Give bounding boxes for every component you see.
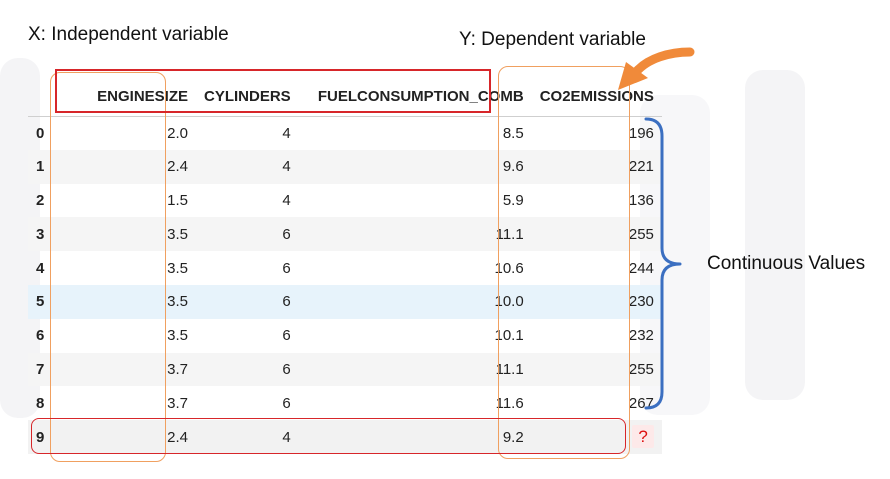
fuelconsumption-cell: 11.6 — [495, 394, 524, 412]
independent-variables-header-box — [55, 69, 491, 113]
table-row: 1 2.4 4 9.6 221 — [28, 149, 662, 184]
fuelconsumption-cell: 8.5 — [502, 124, 524, 142]
enginesize-cell: 3.7 — [56, 352, 196, 387]
row-index: 5 — [28, 284, 56, 319]
column-header-cylinders: CYLINDERS — [196, 78, 299, 117]
cylinders-cell: 6 — [196, 284, 299, 319]
enginesize-cell: 3.7 — [167, 394, 188, 412]
background-shape-right — [745, 70, 805, 400]
engine-size-column-box — [50, 72, 166, 462]
cylinders-cell: 4 — [282, 124, 291, 142]
enginesize-cell: 2.0 — [167, 124, 188, 142]
co2emissions-cell: 255 — [531, 217, 662, 252]
row-index: 0 — [36, 124, 45, 142]
row-index: 6 — [36, 327, 45, 345]
enginesize-cell: 2.4 — [56, 420, 196, 454]
cylinders-cell: 4 — [196, 149, 299, 184]
fuelconsumption-cell: 9.2 — [298, 420, 532, 454]
enginesize-cell: 3.5 — [167, 327, 188, 345]
unknown-value-mark: ? — [632, 425, 654, 449]
fuelconsumption-cell: 10.0 — [298, 284, 532, 319]
prediction-row-box — [31, 418, 626, 454]
cylinders-cell: 6 — [282, 259, 291, 277]
cylinders-cell: 6 — [282, 394, 291, 412]
curved-arrow-icon — [631, 47, 695, 77]
row-index: 2 — [36, 191, 45, 209]
row-index: 7 — [28, 352, 56, 387]
dataframe-table: ENGINESIZE CYLINDERS FUELCONSUMPTION_COM… — [28, 78, 662, 454]
fuelconsumption-cell: 11.1 — [298, 352, 532, 387]
row-index: 1 — [28, 149, 56, 184]
fuelconsumption-cell: 10.6 — [494, 259, 524, 277]
fuelconsumption-cell: 10.1 — [494, 327, 524, 345]
cylinders-cell: 4 — [196, 420, 299, 454]
cylinders-cell: 4 — [282, 191, 291, 209]
cylinders-cell: 6 — [196, 217, 299, 252]
co2emissions-cell: ? — [531, 420, 662, 454]
row-index: 4 — [36, 259, 45, 277]
column-header-fuelconsumption: FUELCONSUMPTION_COMB — [298, 78, 532, 117]
row-index: 3 — [28, 217, 56, 252]
fuelconsumption-cell: 11.1 — [298, 217, 532, 252]
x-variable-label: X: Independent variable — [28, 24, 229, 45]
enginesize-cell: 2.4 — [56, 149, 196, 184]
table-row: 3 3.5 6 11.1 255 — [28, 217, 662, 252]
continuous-values-label: Continuous Values — [707, 253, 866, 274]
table-row-unknown-target: 9 2.4 4 9.2 ? — [28, 420, 662, 454]
enginesize-cell: 3.5 — [56, 284, 196, 319]
table-row: 6 3.5 6 10.1 232 — [28, 319, 662, 353]
table-row-highlighted: 5 3.5 6 10.0 230 — [28, 284, 662, 319]
co2-column-box — [498, 66, 630, 459]
cylinders-cell: 6 — [282, 327, 291, 345]
column-header-index — [28, 78, 56, 117]
table-row: 7 3.7 6 11.1 255 — [28, 352, 662, 387]
y-variable-label: Y: Dependent variable — [459, 29, 646, 50]
fuelconsumption-cell: 9.6 — [298, 149, 532, 184]
row-index: 8 — [36, 394, 45, 412]
enginesize-cell: 1.5 — [167, 191, 188, 209]
fuelconsumption-cell: 5.9 — [502, 191, 524, 209]
enginesize-cell: 3.5 — [167, 259, 188, 277]
cylinders-cell: 6 — [196, 352, 299, 387]
enginesize-cell: 3.5 — [56, 217, 196, 252]
